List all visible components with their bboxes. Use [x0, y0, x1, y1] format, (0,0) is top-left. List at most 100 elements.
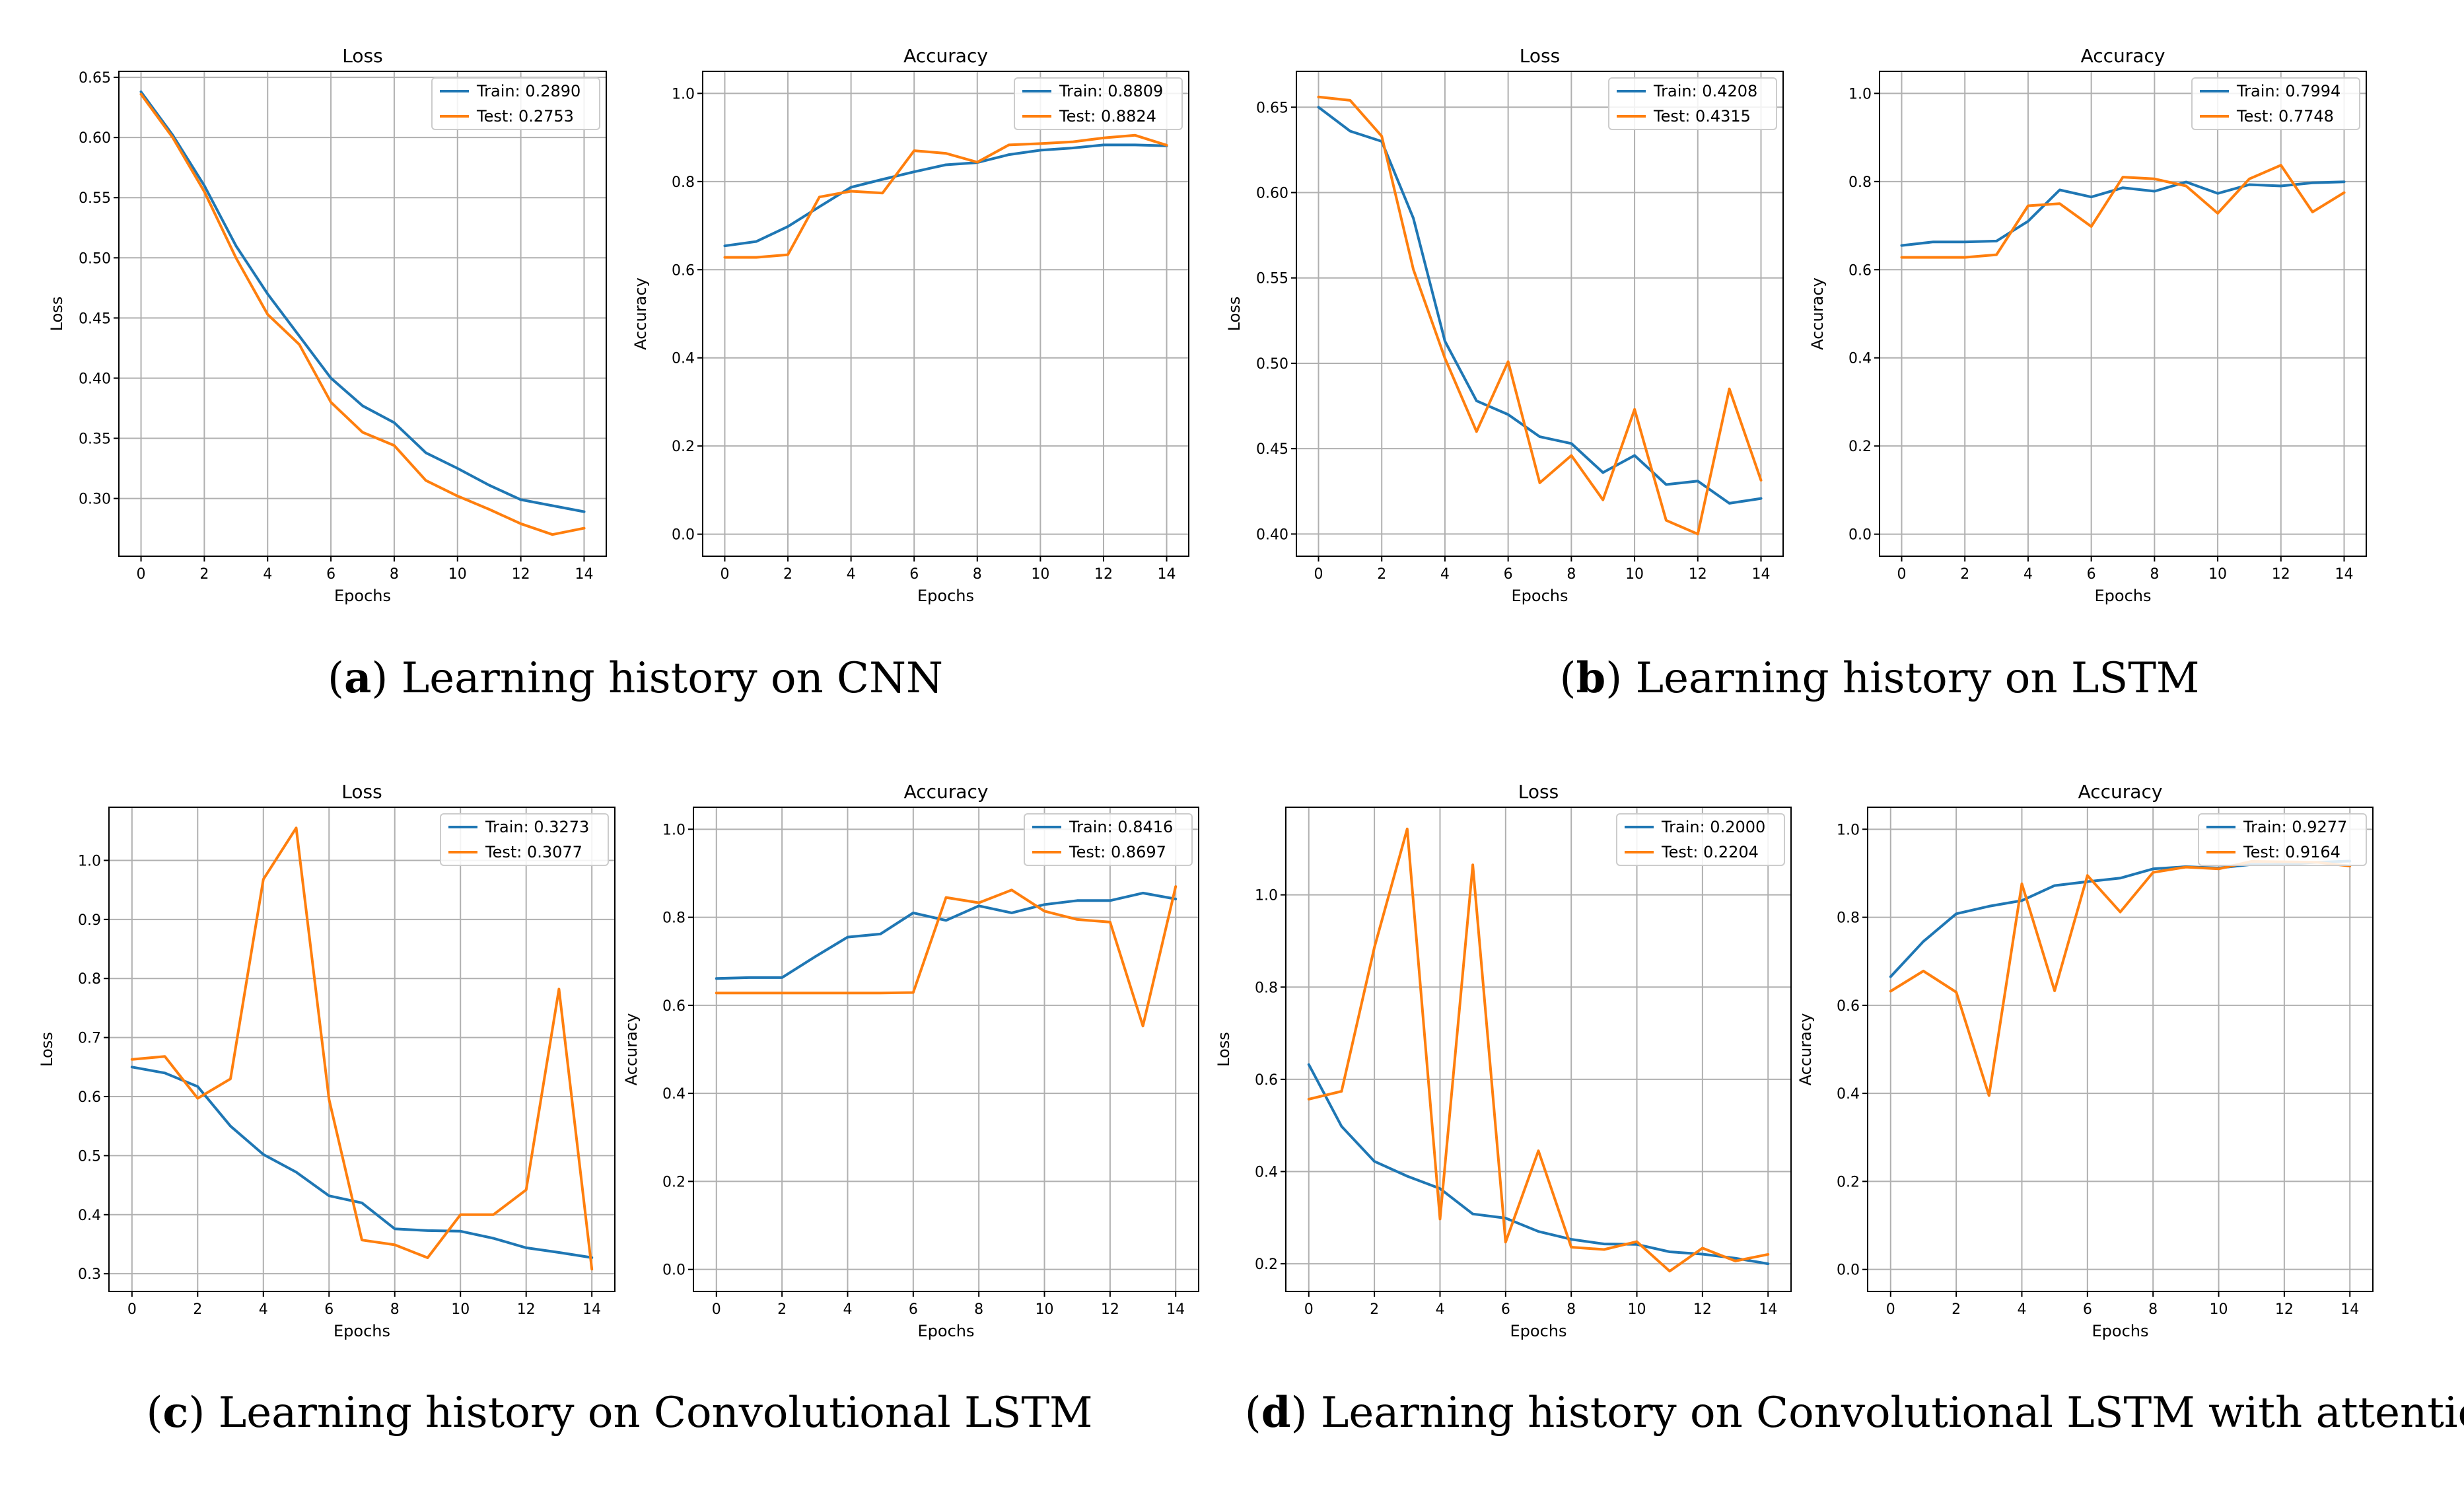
x-tick-label: 14	[1759, 1301, 1777, 1318]
y-tick-label: 0.8	[1837, 910, 1860, 927]
y-tick-label: 1.0	[78, 853, 101, 869]
series-line-test	[1900, 164, 2346, 259]
series-line-train	[1900, 180, 2346, 247]
chart-a-accuracy: 0 2 4 6 8 10 12 14 0.0 0.2 0.4 0.6 0.8 1.0 Accuracy Epo…	[631, 45, 1189, 605]
y-tick-label: 0.4	[78, 1208, 101, 1224]
y-tick-label: 0.6	[78, 1089, 101, 1106]
x-tick-label: 2	[193, 1301, 202, 1318]
y-axis-label: Loss	[38, 1032, 56, 1067]
chart-b-loss: 0 2 4 6 8 10 12 14 0.40 0.45 0.50 0.55 0.60 0.65 Loss E…	[1225, 45, 1784, 605]
legend: Train: 0.4208 Test: 0.4315	[1608, 77, 1777, 130]
y-tick-label: 0.60	[79, 130, 111, 147]
y-tick-label: 0.6	[672, 262, 695, 279]
chart-c-accuracy: 0 2 4 6 8 10 12 14 0.0 0.2 0.4 0.6 0.8 1.0 Accuracy Epo…	[622, 781, 1199, 1340]
x-axis-label: Epochs	[1512, 587, 1568, 605]
legend-entry-test: Test: 0.2753	[476, 107, 574, 126]
y-tick-label: 0.2	[1255, 1256, 1278, 1273]
series-line-train	[139, 91, 586, 513]
x-tick-label: 2	[777, 1301, 787, 1318]
x-tick-label: 8	[390, 566, 399, 583]
y-tick-label: 0.8	[662, 910, 686, 927]
legend-entry-train: Train: 0.7994	[2236, 82, 2341, 100]
legend: Train: 0.9277 Test: 0.9164	[2198, 813, 2367, 866]
x-axis-label: Epochs	[334, 1322, 390, 1340]
series-line-test	[139, 92, 586, 536]
y-tick-label: 0.60	[1256, 186, 1288, 202]
y-tick-label: 0.40	[1256, 526, 1288, 543]
x-tick-label: 10	[1036, 1301, 1054, 1318]
caption-d: (d) Learning history on Convolutional LS…	[1245, 1388, 2464, 1437]
y-axis-label: Accuracy	[631, 277, 650, 350]
legend-entry-train: Train: 0.8416	[1069, 818, 1173, 836]
y-tick-label: 0.40	[79, 371, 111, 387]
x-tick-label: 2	[199, 566, 209, 583]
y-tick-label: 0.45	[1256, 441, 1288, 458]
x-tick-label: 2	[783, 566, 792, 583]
x-tick-label: 14	[2341, 1301, 2359, 1318]
y-tick-label: 0.8	[672, 174, 695, 191]
legend-entry-test: Test: 0.3077	[485, 843, 582, 861]
plot-frame	[1285, 807, 1792, 1292]
x-tick-label: 0	[127, 1301, 137, 1318]
series-line-test	[715, 885, 1178, 1028]
legend: Train: 0.7994 Test: 0.7748	[2191, 77, 2360, 130]
x-tick-label: 0	[1314, 566, 1323, 583]
legend-entry-train: Train: 0.2890	[476, 82, 581, 100]
x-tick-label: 4	[2024, 566, 2033, 583]
plot-title: Accuracy	[2078, 781, 2163, 803]
series-line-train	[723, 143, 1168, 248]
x-tick-label: 2	[1377, 566, 1386, 583]
series-line-train	[130, 1066, 594, 1259]
legend-box	[431, 77, 600, 130]
x-tick-label: 10	[2210, 1301, 2228, 1318]
y-tick-label: 0.3	[78, 1266, 101, 1283]
series-line-test	[1889, 860, 2352, 1097]
x-tick-label: 4	[847, 566, 856, 583]
legend: Train: 0.8416 Test: 0.8697	[1024, 813, 1193, 866]
plot-title: Loss	[1520, 45, 1560, 67]
legend-entry-test: Test: 0.4315	[1653, 107, 1751, 126]
x-tick-label: 12	[2275, 1301, 2294, 1318]
x-tick-label: 6	[2083, 1301, 2092, 1318]
y-axis-label: Accuracy	[622, 1013, 641, 1086]
x-tick-label: 2	[1952, 1301, 1961, 1318]
y-tick-label: 0.2	[1848, 439, 1872, 455]
x-tick-label: 4	[843, 1301, 852, 1318]
x-tick-label: 8	[2150, 566, 2159, 583]
caption-b: (b) Learning history on LSTM	[1560, 653, 2200, 703]
x-tick-label: 6	[909, 566, 919, 583]
chart-c-loss: 0 2 4 6 8 10 12 14 0.3 0.4 0.5 0.6 0.7 0.8 0.9 1.0 Loss E…	[38, 781, 616, 1340]
y-tick-label: 0.0	[1848, 527, 1872, 544]
x-tick-label: 6	[1504, 566, 1513, 583]
x-tick-label: 0	[1886, 1301, 1895, 1318]
legend-entry-train: Train: 0.4208	[1653, 82, 1757, 100]
x-tick-label: 12	[512, 566, 530, 583]
y-tick-label: 0.9	[78, 912, 101, 929]
legend-entry-test: Test: 0.8697	[1069, 843, 1166, 861]
x-tick-label: 8	[974, 1301, 983, 1318]
x-tick-label: 14	[582, 1301, 601, 1318]
x-tick-label: 12	[1094, 566, 1113, 583]
x-tick-label: 0	[712, 1301, 721, 1318]
legend-entry-train: Train: 0.9277	[2243, 818, 2347, 836]
chart-b-accuracy: 0 2 4 6 8 10 12 14 0.0 0.2 0.4 0.6 0.8 1.0 Accuracy Epo…	[1808, 45, 2367, 605]
y-tick-label: 0.6	[1837, 998, 1860, 1015]
legend-box	[1024, 813, 1193, 866]
x-tick-label: 0	[1897, 566, 1907, 583]
series-line-test	[1317, 95, 1763, 536]
legend-entry-test: Test: 0.8824	[1059, 107, 1156, 126]
series-line-test	[130, 826, 594, 1271]
x-tick-label: 10	[1628, 1301, 1646, 1318]
legend-box	[440, 813, 609, 866]
plot-frame	[702, 71, 1189, 557]
plot-frame	[693, 807, 1199, 1292]
legend-entry-test: Test: 0.2204	[1661, 843, 1759, 861]
y-tick-label: 1.0	[1837, 822, 1860, 838]
y-tick-label: 0.2	[672, 439, 695, 455]
y-axis-label: Accuracy	[1808, 277, 1827, 350]
legend-entry-test: Test: 0.9164	[2243, 843, 2341, 861]
y-tick-label: 0.65	[1256, 100, 1288, 116]
y-tick-label: 0.8	[1848, 174, 1872, 191]
y-tick-label: 0.4	[672, 351, 695, 367]
